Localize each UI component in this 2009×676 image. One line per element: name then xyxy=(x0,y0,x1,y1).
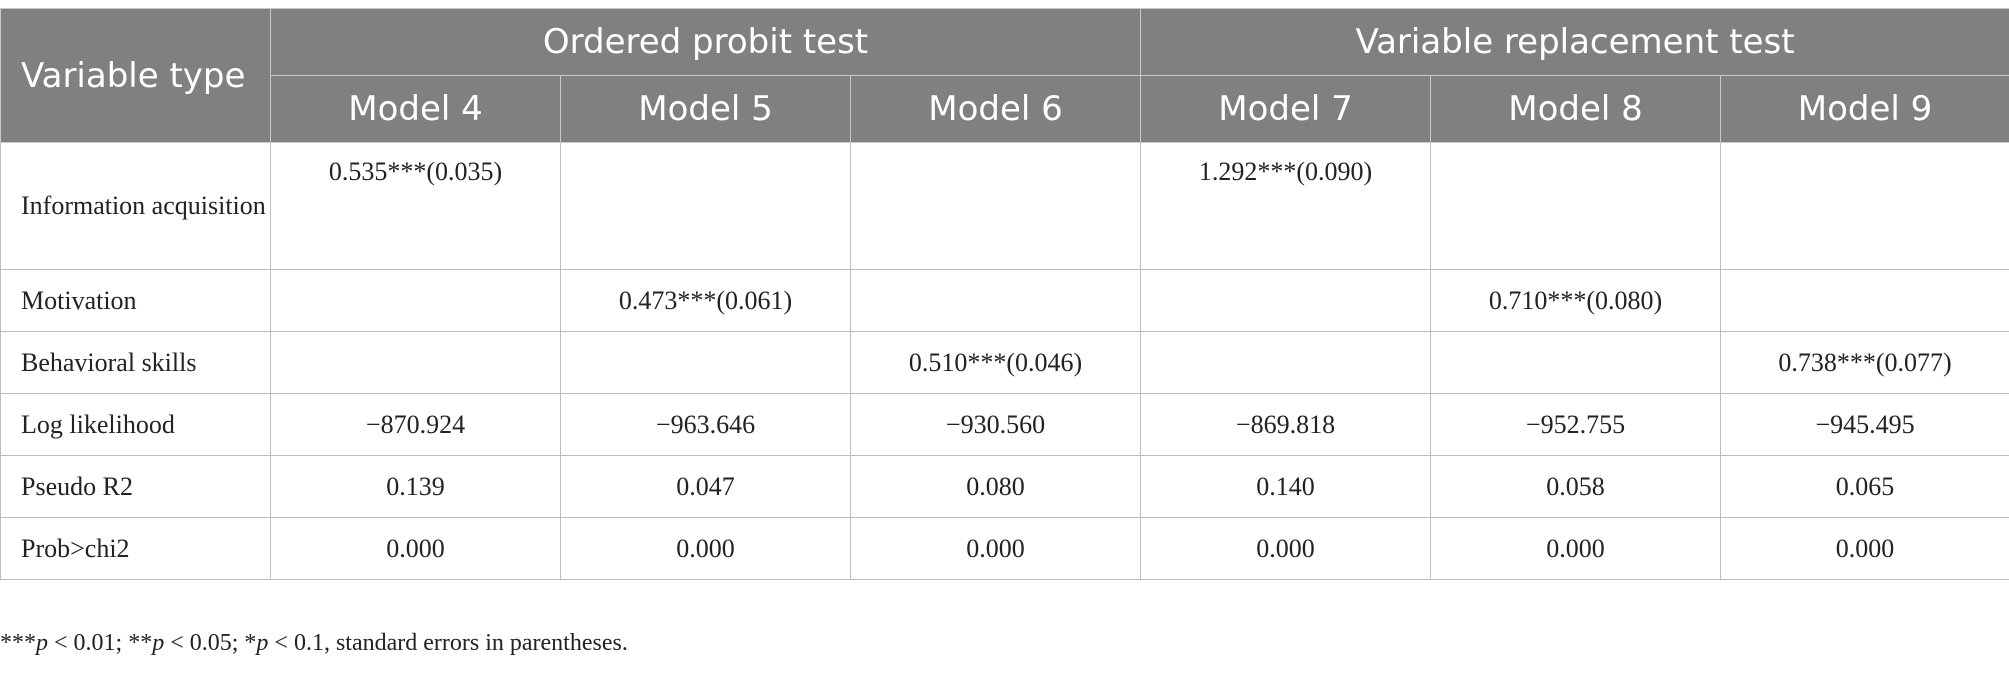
table-cell: −930.560 xyxy=(849,393,1142,456)
row-label: Information acquisition xyxy=(0,142,271,270)
results-table-container: Variable type Ordered probit test Variab… xyxy=(0,8,2009,580)
table-row: Prob>chi2 0.000 0.000 0.000 0.000 0.000 … xyxy=(0,517,2009,580)
table-cell xyxy=(1140,331,1432,394)
results-table: Variable type Ordered probit test Variab… xyxy=(0,8,2009,580)
footnote-text: < 0.1, standard errors in parentheses. xyxy=(268,630,628,656)
table-cell: 0.000 xyxy=(1140,517,1432,580)
header-row-groups: Variable type Ordered probit test Variab… xyxy=(0,8,2009,143)
table-cell: −869.818 xyxy=(1140,393,1432,456)
footnote-stars: * xyxy=(244,630,257,656)
footnote-p-variable: p xyxy=(152,630,165,656)
table-cell xyxy=(270,331,561,394)
table-cell: −963.646 xyxy=(560,393,851,456)
table-cell: 0.058 xyxy=(1430,455,1722,518)
header-row-models: Model 4 Model 5 Model 6 Model 7 Model 8 … xyxy=(1,75,2009,143)
header-model: Model 5 xyxy=(560,75,851,143)
table-cell xyxy=(270,269,561,332)
row-label: Pseudo R2 xyxy=(0,455,271,518)
table-cell: 0.000 xyxy=(1430,517,1722,580)
header-model: Model 7 xyxy=(1140,75,1432,143)
table-cell xyxy=(1430,331,1722,394)
table-cell xyxy=(849,142,1142,270)
table-cell: 0.000 xyxy=(1720,517,2009,580)
table-cell: 0.473***(0.061) xyxy=(560,269,851,332)
table-row: Pseudo R2 0.139 0.047 0.080 0.140 0.058 … xyxy=(0,455,2009,518)
table-cell xyxy=(849,269,1142,332)
header-variable-type: Variable type xyxy=(0,8,271,143)
header-model: Model 9 xyxy=(1720,75,2009,143)
table-footnote: ***p < 0.01; **p < 0.05; *p < 0.1, stand… xyxy=(0,630,628,657)
row-label: Motivation xyxy=(0,269,271,332)
table-row: Behavioral skills 0.510***(0.046) 0.738*… xyxy=(0,331,2009,394)
table-row: Information acquisition 0.535***(0.035) … xyxy=(0,142,2009,270)
table-cell: 0.000 xyxy=(270,517,561,580)
header-group-variable-replacement: Variable replacement test xyxy=(1140,8,2009,76)
row-label: Log likelihood xyxy=(0,393,271,456)
table-row: Motivation 0.473***(0.061) 0.710***(0.08… xyxy=(0,269,2009,332)
footnote-p-variable: p xyxy=(36,630,48,656)
table-cell: 0.738***(0.077) xyxy=(1720,331,2009,394)
table-cell xyxy=(560,142,851,270)
table-cell xyxy=(1140,269,1432,332)
table-cell: 0.710***(0.080) xyxy=(1430,269,1722,332)
table-cell: −952.755 xyxy=(1430,393,1722,456)
table-cell xyxy=(560,331,851,394)
table-cell: 0.080 xyxy=(849,455,1142,518)
table-cell: 0.140 xyxy=(1140,455,1432,518)
footnote-text: < 0.01; xyxy=(48,630,129,656)
table-cell: 0.065 xyxy=(1720,455,2009,518)
table-cell: −870.924 xyxy=(270,393,561,456)
row-label: Prob>chi2 xyxy=(0,517,271,580)
table-row: Log likelihood −870.924 −963.646 −930.56… xyxy=(0,393,2009,456)
table-cell: 0.510***(0.046) xyxy=(849,331,1142,394)
table-cell: 0.047 xyxy=(560,455,851,518)
table-cell: 0.000 xyxy=(849,517,1142,580)
table-cell xyxy=(1720,269,2009,332)
header-model: Model 8 xyxy=(1430,75,1722,143)
footnote-p-variable: p xyxy=(256,630,269,656)
header-model: Model 4 xyxy=(270,75,561,143)
table-cell: 0.000 xyxy=(560,517,851,580)
row-label: Behavioral skills xyxy=(0,331,271,394)
table-cell xyxy=(1720,142,2009,270)
table-cell: −945.495 xyxy=(1720,393,2009,456)
table-cell: 0.139 xyxy=(270,455,561,518)
footnote-stars: *** xyxy=(0,630,36,656)
header-group-ordered-probit: Ordered probit test xyxy=(269,8,1142,76)
footnote-text: < 0.05; xyxy=(164,630,245,656)
table-cell xyxy=(1430,142,1722,270)
footnote-stars: ** xyxy=(128,630,153,656)
header-model: Model 6 xyxy=(849,75,1142,143)
table-cell: 0.535***(0.035) xyxy=(270,142,561,270)
table-cell: 1.292***(0.090) xyxy=(1140,142,1432,270)
